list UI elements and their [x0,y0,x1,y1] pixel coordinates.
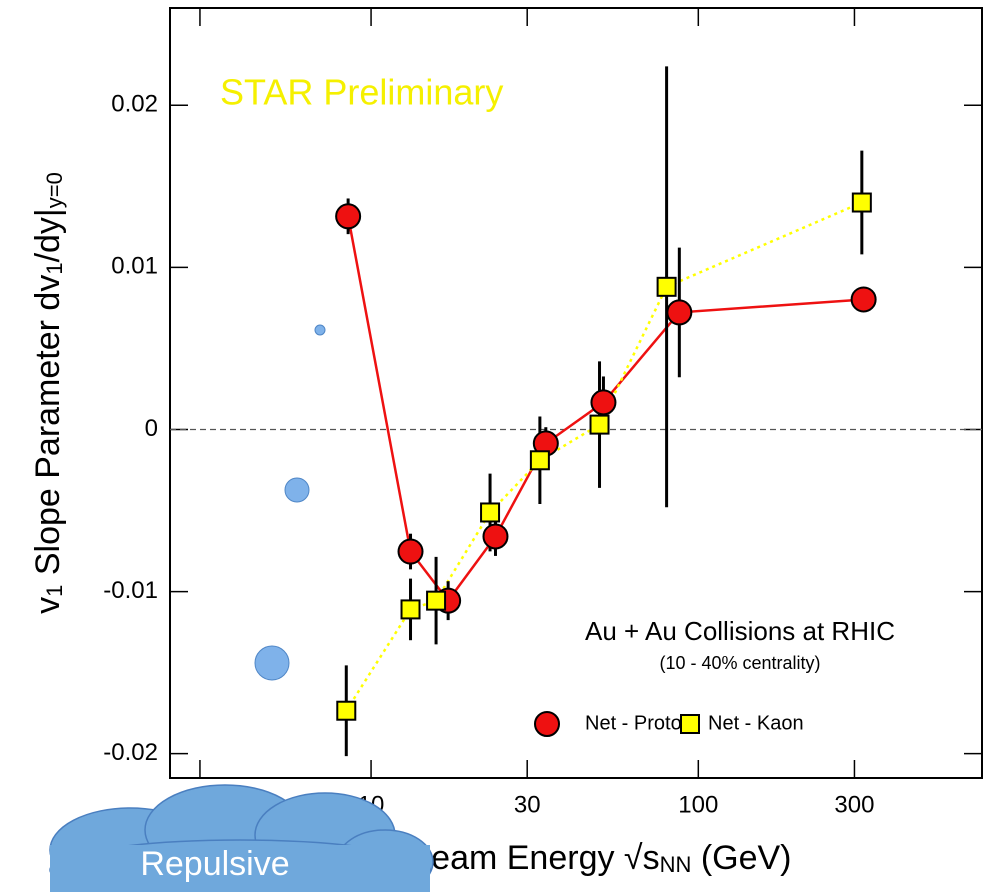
data-point [482,523,509,550]
x-axis-label: Beam Energy √sNN (GeV) [408,839,791,877]
data-point [666,299,693,326]
data-point [426,590,447,611]
y-axis-label: v1 Slope Parameter dv1/dy|y=0 [29,172,67,614]
y-axis-label-part: Slope Parameter dv [29,275,67,585]
y-tick-label: -0.01 [103,577,158,604]
x-tick-label: 100 [678,791,718,818]
annotation: Repulsive [140,845,289,883]
data-point [851,192,872,213]
cloud-part [50,845,430,892]
x-axis-label-part: NN [660,852,692,877]
illustration-circle [254,645,290,681]
plot-frame [169,7,983,779]
cloud [49,784,434,892]
y-axis-label-part: y=0 [42,172,67,208]
y-axis-label-part: 1 [42,262,67,274]
data-point [529,450,550,471]
legend-label: Net - Proton [585,712,693,734]
x-tick-label: 300 [834,791,874,818]
illustration-circle [314,324,326,336]
legend-marker [680,714,700,734]
x-tick-label: 30 [514,791,541,818]
data-point [590,389,617,416]
data-point [335,203,362,230]
data-point [850,286,877,313]
y-axis-label-part: 1 [42,585,67,597]
annotation: STAR Preliminary [220,72,503,113]
series-line [345,201,863,712]
legend-marker [534,711,560,737]
x-axis-label-part: Beam Energy √s [408,839,659,877]
data-point [656,276,677,297]
annotation: Au + Au Collisions at RHIC [585,616,895,646]
illustration-circle [284,477,310,503]
legend-label: Net - Kaon [708,712,804,734]
data-point [336,700,357,721]
y-tick-label: 0.01 [111,253,158,280]
annotation: (10 - 40% centrality) [659,653,820,673]
data-point [397,538,424,565]
data-point [480,502,501,523]
y-tick-label: 0.02 [111,91,158,118]
y-tick-label: 0 [145,415,158,442]
x-axis-label-part: (GeV) [691,839,791,877]
y-axis-label-part: /dy| [29,208,67,262]
y-tick-label: -0.02 [103,739,158,766]
data-point [589,414,610,435]
decoration [254,324,326,681]
data-point [400,599,421,620]
y-axis-label-part: v [29,597,67,614]
